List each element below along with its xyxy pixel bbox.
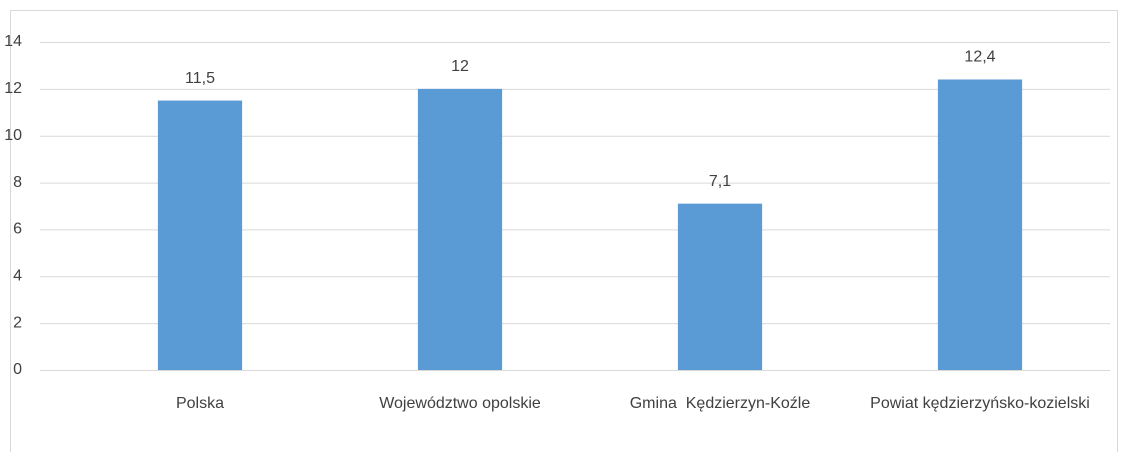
y-tick-label: 14 bbox=[4, 33, 22, 50]
data-label: 11,5 bbox=[185, 70, 215, 87]
y-tick-label: 2 bbox=[13, 314, 22, 331]
bar bbox=[417, 88, 503, 370]
x-tick-label: Województwo opolskie bbox=[379, 395, 541, 412]
data-label: 12 bbox=[451, 58, 469, 75]
y-tick-label: 10 bbox=[4, 127, 22, 144]
bar bbox=[677, 203, 763, 370]
y-tick-label: 6 bbox=[13, 221, 22, 238]
x-tick-label: Gmina Kędzierzyn-Koźle bbox=[629, 395, 811, 412]
x-tick-label: Polska bbox=[175, 395, 225, 412]
data-label: 12,4 bbox=[964, 49, 995, 66]
data-label: 7,1 bbox=[709, 173, 731, 190]
bar bbox=[937, 79, 1023, 370]
y-tick-label: 0 bbox=[13, 361, 22, 378]
chart-frame bbox=[10, 10, 1118, 452]
y-tick-label: 8 bbox=[13, 174, 22, 191]
y-tick-label: 12 bbox=[4, 80, 22, 97]
y-tick-label: 4 bbox=[13, 268, 22, 285]
bar bbox=[157, 100, 243, 371]
x-tick-label: Powiat kędzierzyńsko-kozielski bbox=[870, 395, 1090, 412]
